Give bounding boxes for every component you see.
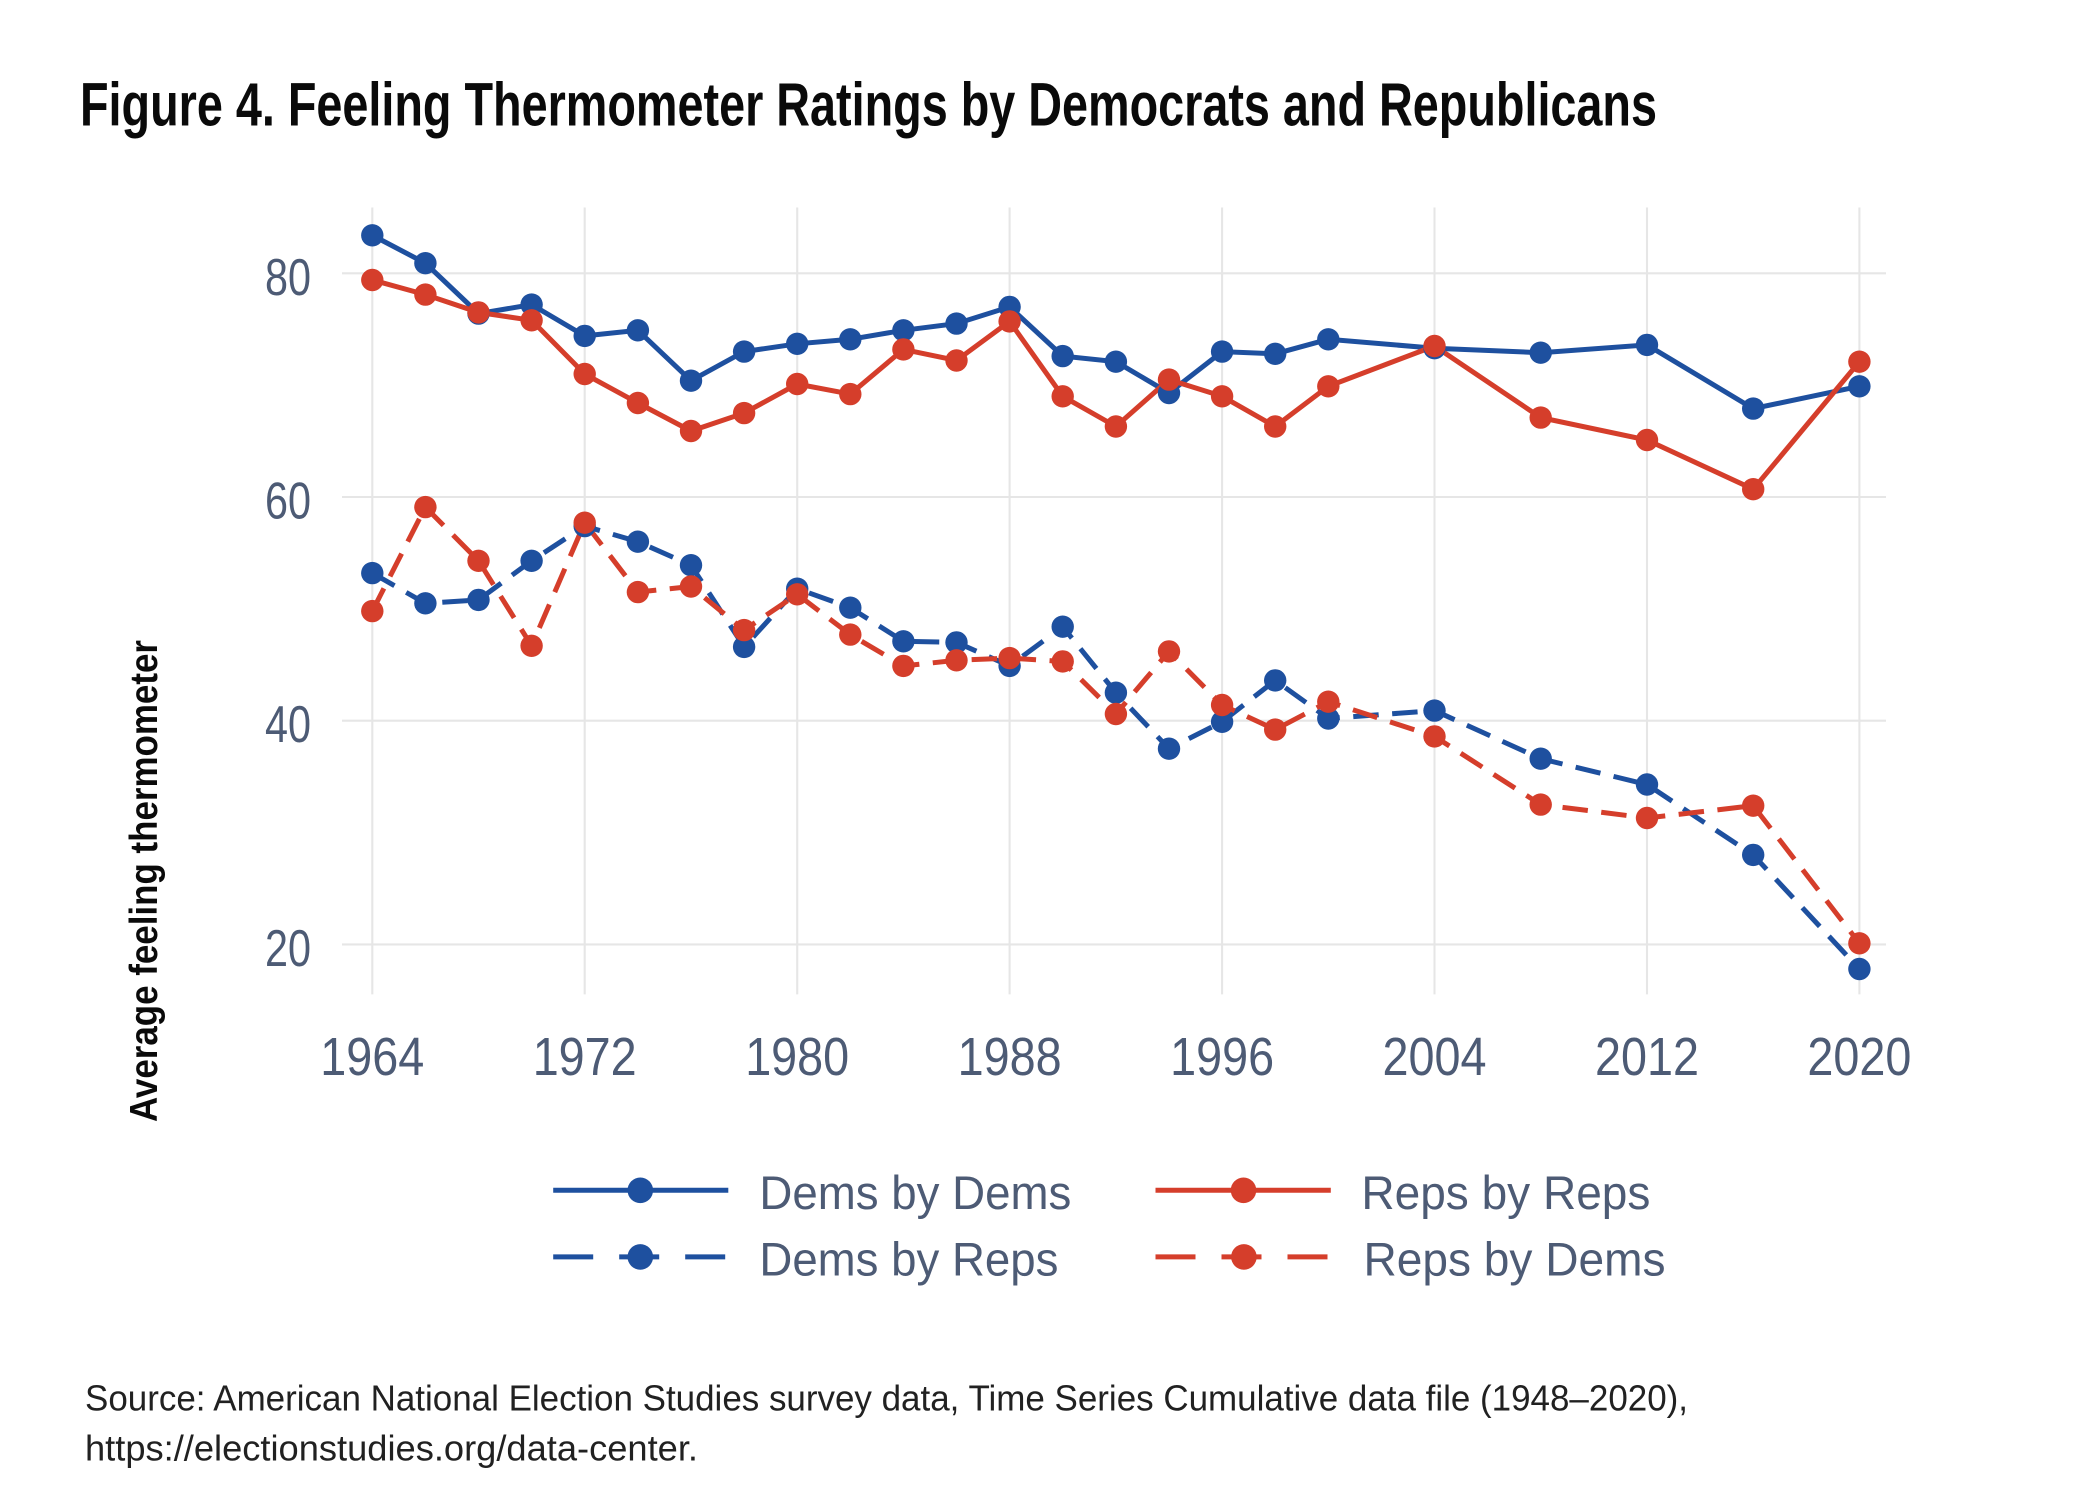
svg-text:1988: 1988	[958, 1027, 1062, 1087]
svg-text:1996: 1996	[1170, 1027, 1274, 1087]
svg-text:Figure 4. Feeling Thermometer: Figure 4. Feeling Thermometer Ratings by…	[80, 71, 1657, 139]
svg-text:2020: 2020	[1807, 1027, 1911, 1087]
svg-text:80: 80	[265, 249, 311, 307]
svg-text:1980: 1980	[745, 1027, 849, 1087]
svg-text:Dems by Reps: Dems by Reps	[759, 1232, 1058, 1285]
svg-text:1964: 1964	[320, 1027, 424, 1087]
svg-text:20: 20	[265, 920, 311, 978]
svg-text:https://electionstudies.org/da: https://electionstudies.org/data-center.	[85, 1427, 698, 1468]
svg-text:Dems by Dems: Dems by Dems	[759, 1166, 1071, 1219]
svg-text:2004: 2004	[1383, 1027, 1487, 1087]
svg-text:2012: 2012	[1595, 1027, 1699, 1087]
svg-text:Source: American National Elec: Source: American National Election Studi…	[85, 1377, 1688, 1418]
svg-text:1972: 1972	[533, 1027, 637, 1087]
svg-text:Reps by Dems: Reps by Dems	[1364, 1232, 1666, 1285]
svg-text:Reps by Reps: Reps by Reps	[1361, 1166, 1650, 1219]
svg-text:60: 60	[265, 473, 311, 531]
svg-text:40: 40	[265, 696, 311, 754]
svg-text:Average feeling thermometer: Average feeling thermometer	[123, 640, 166, 1122]
